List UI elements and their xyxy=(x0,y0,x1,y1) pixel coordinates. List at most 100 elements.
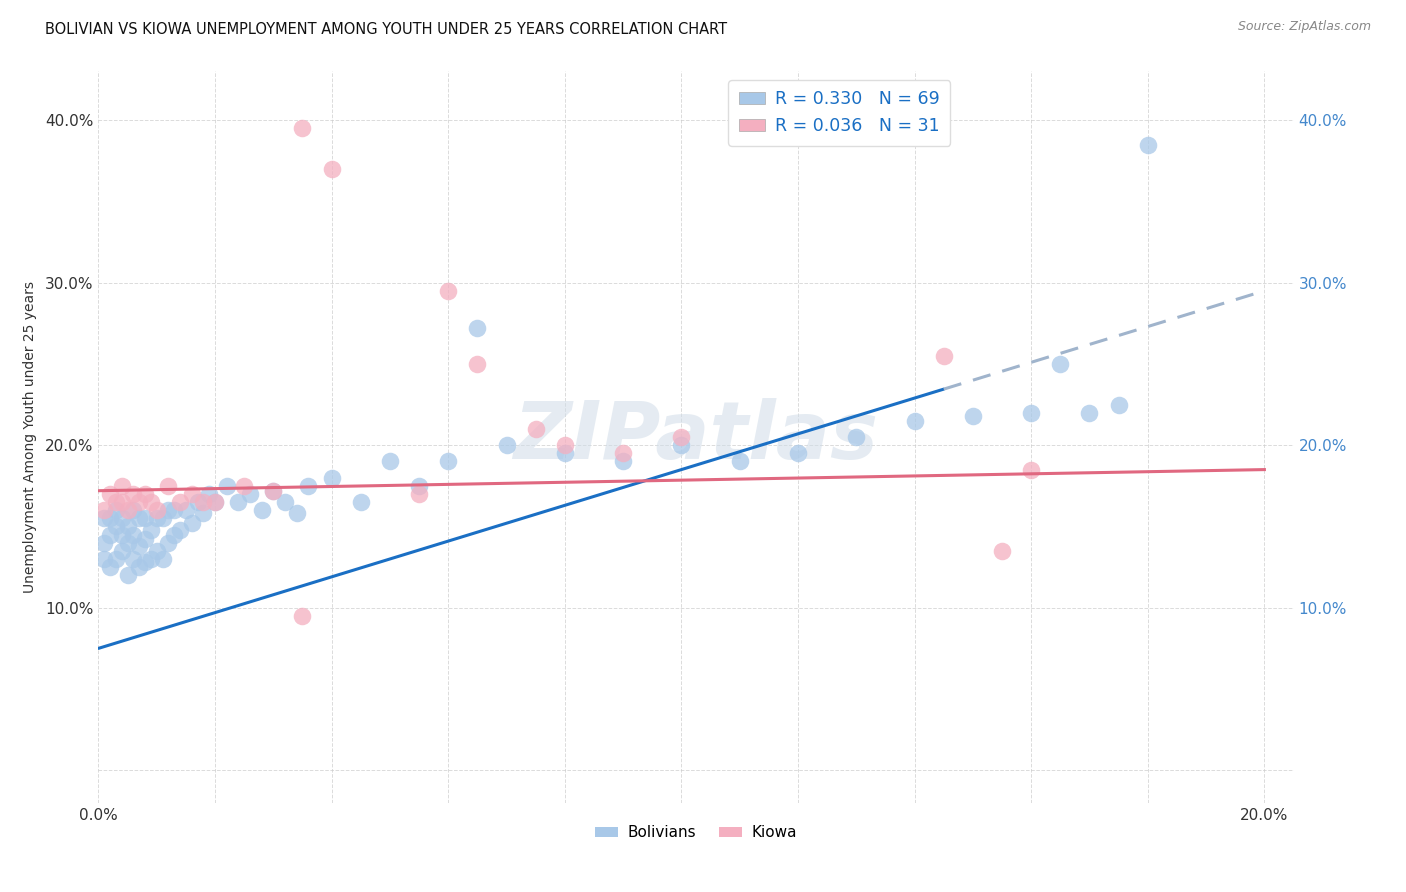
Point xyxy=(111,479,134,493)
Point xyxy=(1019,406,1042,420)
Point xyxy=(215,479,238,493)
Point xyxy=(495,438,517,452)
Point xyxy=(228,495,250,509)
Point xyxy=(169,523,191,537)
Point xyxy=(93,552,115,566)
Point xyxy=(163,503,186,517)
Point xyxy=(145,511,167,525)
Point xyxy=(1019,462,1042,476)
Point xyxy=(117,568,139,582)
Point xyxy=(1108,398,1130,412)
Point xyxy=(932,349,955,363)
Point xyxy=(169,495,191,509)
Point xyxy=(152,511,174,525)
Point xyxy=(111,511,134,525)
Text: BOLIVIAN VS KIOWA UNEMPLOYMENT AMONG YOUTH UNDER 25 YEARS CORRELATION CHART: BOLIVIAN VS KIOWA UNEMPLOYMENT AMONG YOU… xyxy=(45,22,727,37)
Point xyxy=(291,121,314,136)
Point xyxy=(554,446,576,460)
Point xyxy=(297,479,319,493)
Point xyxy=(962,409,984,423)
Point xyxy=(104,519,127,533)
Point xyxy=(671,438,693,452)
Point xyxy=(104,503,127,517)
Text: ZIPatlas: ZIPatlas xyxy=(513,398,879,476)
Point xyxy=(111,495,134,509)
Point xyxy=(1136,137,1159,152)
Point xyxy=(134,511,156,525)
Point xyxy=(98,560,121,574)
Legend: Bolivians, Kiowa: Bolivians, Kiowa xyxy=(589,819,803,847)
Point xyxy=(180,487,202,501)
Point xyxy=(233,479,256,493)
Point xyxy=(204,495,226,509)
Point xyxy=(93,503,115,517)
Point xyxy=(321,161,343,176)
Point xyxy=(104,552,127,566)
Point xyxy=(122,527,145,541)
Point xyxy=(152,552,174,566)
Point xyxy=(787,446,810,460)
Point xyxy=(408,479,430,493)
Point xyxy=(93,535,115,549)
Point xyxy=(612,454,634,468)
Point xyxy=(139,523,162,537)
Point xyxy=(198,487,221,501)
Point xyxy=(122,503,145,517)
Point xyxy=(991,544,1014,558)
Point xyxy=(128,560,150,574)
Point xyxy=(128,539,150,553)
Point xyxy=(98,527,121,541)
Point xyxy=(193,507,215,521)
Point xyxy=(285,507,308,521)
Point xyxy=(671,430,693,444)
Point xyxy=(134,533,156,547)
Point xyxy=(193,495,215,509)
Point xyxy=(128,495,150,509)
Point xyxy=(122,487,145,501)
Point xyxy=(111,527,134,541)
Point xyxy=(117,519,139,533)
Point xyxy=(250,503,273,517)
Point xyxy=(728,454,751,468)
Point xyxy=(98,511,121,525)
Point xyxy=(157,535,180,549)
Point xyxy=(467,357,489,371)
Point xyxy=(139,552,162,566)
Point xyxy=(104,495,127,509)
Point xyxy=(117,535,139,549)
Point xyxy=(174,503,197,517)
Y-axis label: Unemployment Among Youth under 25 years: Unemployment Among Youth under 25 years xyxy=(22,281,37,593)
Point xyxy=(139,495,162,509)
Point xyxy=(903,414,925,428)
Point xyxy=(117,503,139,517)
Point xyxy=(262,483,284,498)
Point xyxy=(321,471,343,485)
Point xyxy=(437,284,460,298)
Point xyxy=(291,608,314,623)
Point xyxy=(93,511,115,525)
Point xyxy=(186,495,208,509)
Point xyxy=(408,487,430,501)
Point xyxy=(134,487,156,501)
Point xyxy=(145,503,167,517)
Point xyxy=(437,454,460,468)
Point xyxy=(180,516,202,531)
Point xyxy=(378,454,401,468)
Point xyxy=(612,446,634,460)
Point xyxy=(1049,357,1071,371)
Point xyxy=(262,483,284,498)
Point xyxy=(128,511,150,525)
Point xyxy=(524,422,547,436)
Point xyxy=(163,527,186,541)
Point xyxy=(350,495,373,509)
Point xyxy=(239,487,262,501)
Point xyxy=(845,430,868,444)
Point xyxy=(98,487,121,501)
Point xyxy=(111,544,134,558)
Point xyxy=(157,503,180,517)
Point xyxy=(157,479,180,493)
Text: Source: ZipAtlas.com: Source: ZipAtlas.com xyxy=(1237,20,1371,33)
Point xyxy=(134,555,156,569)
Point xyxy=(1078,406,1101,420)
Point xyxy=(204,495,226,509)
